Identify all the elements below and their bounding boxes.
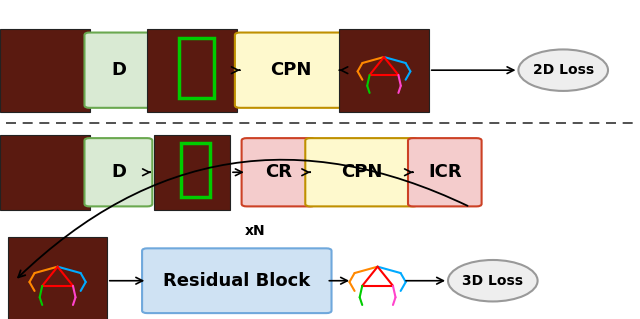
Text: ICR: ICR (428, 163, 461, 181)
Bar (0, 29, 90, 112)
Bar (154, 135, 230, 210)
FancyBboxPatch shape (305, 138, 418, 206)
Text: Residual Block: Residual Block (163, 272, 310, 290)
Bar (181, 143, 211, 197)
Text: 2D Loss: 2D Loss (532, 63, 594, 77)
Text: CR: CR (265, 163, 292, 181)
FancyBboxPatch shape (84, 33, 152, 108)
Ellipse shape (518, 49, 608, 91)
Text: 3D Loss: 3D Loss (462, 274, 524, 288)
Text: D: D (111, 61, 126, 79)
Bar (179, 38, 214, 98)
Text: CPN: CPN (271, 61, 312, 79)
Text: xN: xN (244, 224, 265, 238)
FancyBboxPatch shape (242, 138, 315, 206)
FancyBboxPatch shape (408, 138, 481, 206)
Text: CPN: CPN (341, 163, 382, 181)
FancyBboxPatch shape (84, 138, 152, 206)
Ellipse shape (448, 260, 538, 301)
FancyBboxPatch shape (142, 248, 332, 313)
Bar (0, 135, 90, 210)
Bar (339, 29, 429, 112)
Text: D: D (111, 163, 126, 181)
FancyBboxPatch shape (235, 33, 348, 108)
Bar (8, 237, 107, 319)
Bar (147, 29, 237, 112)
